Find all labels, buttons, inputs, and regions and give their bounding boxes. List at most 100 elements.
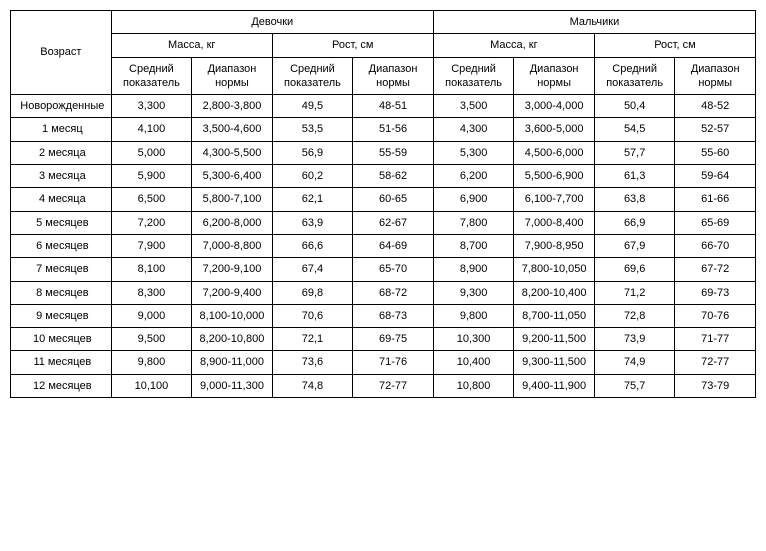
cell-g_height_range: 68-72 xyxy=(353,281,434,304)
cell-b_mass_range: 9,200-11,500 xyxy=(514,328,595,351)
cell-g_height_avg: 67,4 xyxy=(272,258,353,281)
cell-b_mass_range: 7,800-10,050 xyxy=(514,258,595,281)
cell-age: 8 месяцев xyxy=(11,281,112,304)
table-row: 4 месяца6,5005,800-7,10062,160-656,9006,… xyxy=(11,188,756,211)
cell-b_mass_range: 8,700-11,050 xyxy=(514,304,595,327)
header-girls-height: Рост, см xyxy=(272,34,433,57)
cell-b_mass_avg: 8,700 xyxy=(433,234,514,257)
cell-g_mass_avg: 7,900 xyxy=(111,234,192,257)
cell-b_mass_avg: 8,900 xyxy=(433,258,514,281)
cell-g_height_range: 60-65 xyxy=(353,188,434,211)
table-body: Новорожденные3,3002,800-3,80049,548-513,… xyxy=(11,95,756,398)
cell-b_height_range: 73-79 xyxy=(675,374,756,397)
cell-g_mass_avg: 9,500 xyxy=(111,328,192,351)
cell-b_mass_avg: 7,800 xyxy=(433,211,514,234)
table-row: 12 месяцев10,1009,000-11,30074,872-7710,… xyxy=(11,374,756,397)
cell-b_height_avg: 72,8 xyxy=(594,304,675,327)
header-girls-mass: Масса, кг xyxy=(111,34,272,57)
cell-g_height_avg: 63,9 xyxy=(272,211,353,234)
cell-b_height_avg: 75,7 xyxy=(594,374,675,397)
cell-b_mass_range: 4,500-6,000 xyxy=(514,141,595,164)
cell-g_height_range: 48-51 xyxy=(353,95,434,118)
cell-g_height_avg: 60,2 xyxy=(272,165,353,188)
cell-g_height_avg: 70,6 xyxy=(272,304,353,327)
cell-g_height_range: 64-69 xyxy=(353,234,434,257)
cell-b_height_avg: 54,5 xyxy=(594,118,675,141)
cell-b_mass_avg: 10,300 xyxy=(433,328,514,351)
cell-g_height_avg: 72,1 xyxy=(272,328,353,351)
cell-g_height_range: 65-70 xyxy=(353,258,434,281)
cell-b_mass_avg: 10,400 xyxy=(433,351,514,374)
header-avg: Средний показатель xyxy=(433,57,514,95)
table-row: 1 месяц4,1003,500-4,60053,551-564,3003,6… xyxy=(11,118,756,141)
table-row: Новорожденные3,3002,800-3,80049,548-513,… xyxy=(11,95,756,118)
cell-b_height_avg: 63,8 xyxy=(594,188,675,211)
cell-b_mass_range: 7,900-8,950 xyxy=(514,234,595,257)
cell-g_mass_avg: 8,300 xyxy=(111,281,192,304)
table-row: 6 месяцев7,9007,000-8,80066,664-698,7007… xyxy=(11,234,756,257)
cell-g_mass_range: 5,800-7,100 xyxy=(192,188,273,211)
cell-g_mass_range: 8,100-10,000 xyxy=(192,304,273,327)
cell-g_height_avg: 73,6 xyxy=(272,351,353,374)
cell-g_mass_avg: 10,100 xyxy=(111,374,192,397)
cell-g_mass_avg: 6,500 xyxy=(111,188,192,211)
cell-age: 10 месяцев xyxy=(11,328,112,351)
table-row: 7 месяцев8,1007,200-9,10067,465-708,9007… xyxy=(11,258,756,281)
cell-g_mass_range: 8,200-10,800 xyxy=(192,328,273,351)
cell-b_mass_range: 9,400-11,900 xyxy=(514,374,595,397)
cell-b_height_range: 61-66 xyxy=(675,188,756,211)
cell-b_mass_avg: 6,200 xyxy=(433,165,514,188)
table-row: 11 месяцев9,8008,900-11,00073,671-7610,4… xyxy=(11,351,756,374)
cell-g_height_range: 69-75 xyxy=(353,328,434,351)
cell-g_mass_range: 5,300-6,400 xyxy=(192,165,273,188)
cell-b_mass_avg: 3,500 xyxy=(433,95,514,118)
cell-b_height_avg: 67,9 xyxy=(594,234,675,257)
table-row: 9 месяцев9,0008,100-10,00070,668-739,800… xyxy=(11,304,756,327)
cell-b_height_range: 72-77 xyxy=(675,351,756,374)
cell-b_height_avg: 50,4 xyxy=(594,95,675,118)
cell-g_mass_range: 7,000-8,800 xyxy=(192,234,273,257)
header-boys-mass: Масса, кг xyxy=(433,34,594,57)
cell-g_mass_range: 4,300-5,500 xyxy=(192,141,273,164)
cell-g_height_range: 71-76 xyxy=(353,351,434,374)
cell-b_height_range: 55-60 xyxy=(675,141,756,164)
cell-b_height_range: 52-57 xyxy=(675,118,756,141)
cell-b_mass_avg: 4,300 xyxy=(433,118,514,141)
cell-b_mass_range: 5,500-6,900 xyxy=(514,165,595,188)
header-range: Диапазон нормы xyxy=(675,57,756,95)
table-row: 5 месяцев7,2006,200-8,00063,962-677,8007… xyxy=(11,211,756,234)
cell-g_mass_range: 9,000-11,300 xyxy=(192,374,273,397)
cell-g_mass_avg: 9,800 xyxy=(111,351,192,374)
cell-g_mass_avg: 9,000 xyxy=(111,304,192,327)
cell-g_height_avg: 49,5 xyxy=(272,95,353,118)
cell-g_height_avg: 66,6 xyxy=(272,234,353,257)
header-range: Диапазон нормы xyxy=(353,57,434,95)
header-avg: Средний показатель xyxy=(272,57,353,95)
cell-g_mass_avg: 7,200 xyxy=(111,211,192,234)
cell-b_height_avg: 69,6 xyxy=(594,258,675,281)
cell-age: 2 месяца xyxy=(11,141,112,164)
cell-g_mass_avg: 4,100 xyxy=(111,118,192,141)
cell-b_mass_range: 3,000-4,000 xyxy=(514,95,595,118)
cell-b_mass_avg: 9,800 xyxy=(433,304,514,327)
cell-g_mass_range: 7,200-9,400 xyxy=(192,281,273,304)
cell-b_mass_avg: 9,300 xyxy=(433,281,514,304)
cell-g_height_range: 58-62 xyxy=(353,165,434,188)
cell-g_height_avg: 69,8 xyxy=(272,281,353,304)
cell-g_height_range: 51-56 xyxy=(353,118,434,141)
cell-b_height_range: 66-70 xyxy=(675,234,756,257)
cell-g_mass_range: 7,200-9,100 xyxy=(192,258,273,281)
cell-g_mass_range: 2,800-3,800 xyxy=(192,95,273,118)
cell-age: 9 месяцев xyxy=(11,304,112,327)
cell-age: 4 месяца xyxy=(11,188,112,211)
cell-g_height_range: 72-77 xyxy=(353,374,434,397)
cell-b_mass_avg: 6,900 xyxy=(433,188,514,211)
cell-g_height_range: 55-59 xyxy=(353,141,434,164)
cell-age: 12 месяцев xyxy=(11,374,112,397)
cell-b_height_range: 59-64 xyxy=(675,165,756,188)
cell-g_height_range: 62-67 xyxy=(353,211,434,234)
cell-g_height_avg: 56,9 xyxy=(272,141,353,164)
header-boys: Мальчики xyxy=(433,11,755,34)
cell-b_height_range: 67-72 xyxy=(675,258,756,281)
cell-g_mass_avg: 3,300 xyxy=(111,95,192,118)
